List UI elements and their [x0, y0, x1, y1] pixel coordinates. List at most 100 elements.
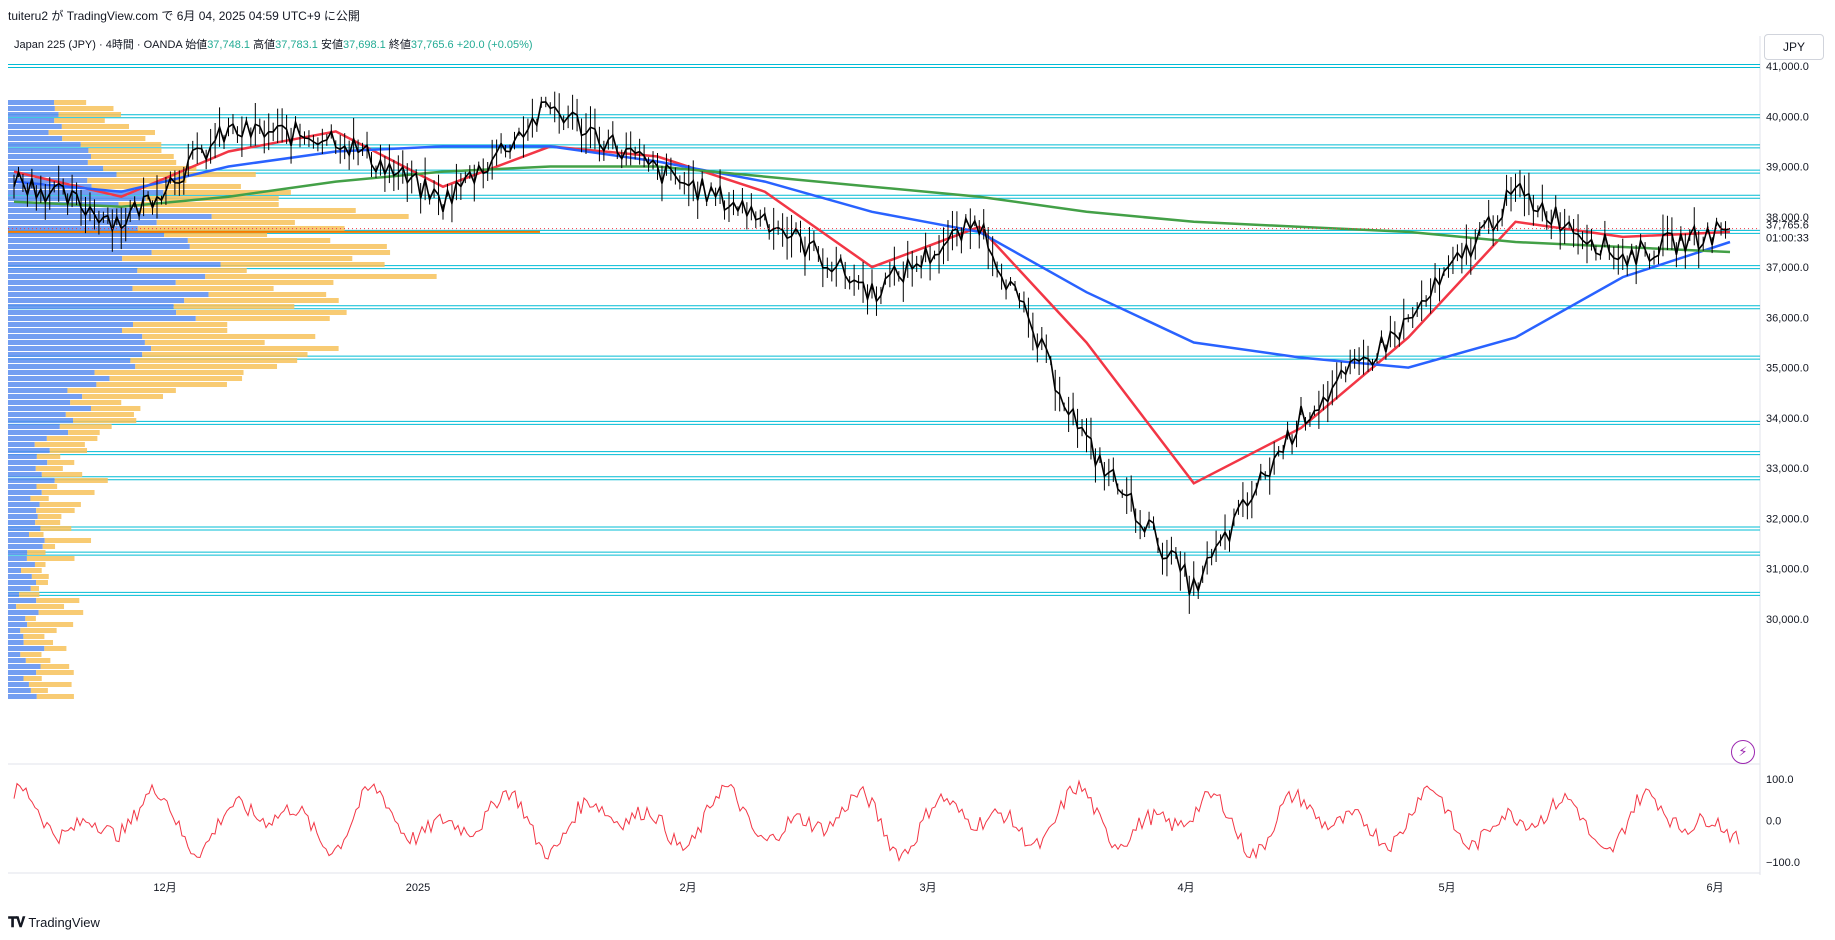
- moving-average-line-3: [13, 165, 1731, 254]
- volume-profile-bar: [90, 154, 174, 159]
- volume-profile-bar: [47, 460, 75, 465]
- volume-profile-bar: [8, 454, 37, 459]
- volume-profile-bar: [137, 268, 247, 273]
- time-tick-label: 2025: [406, 882, 430, 894]
- volume-profile-bar: [8, 670, 37, 675]
- volume-profile-bar: [130, 358, 298, 363]
- volume-profile-bar: [8, 430, 69, 435]
- volume-profile-bar: [8, 610, 39, 615]
- volume-profile-bar: [8, 526, 41, 531]
- lightning-icon[interactable]: ⚡: [1731, 740, 1755, 764]
- volume-profile-bar: [67, 388, 176, 393]
- volume-profile: [8, 100, 437, 699]
- time-tick-label: 6月: [1706, 882, 1723, 894]
- volume-profile-bar: [8, 238, 188, 243]
- volume-profile-bar: [73, 418, 137, 423]
- volume-profile-bar: [8, 424, 60, 429]
- volume-profile-bar: [8, 262, 221, 267]
- volume-profile-bar: [40, 526, 72, 531]
- volume-profile-bar: [28, 682, 72, 687]
- volume-profile-bar: [29, 532, 44, 537]
- volume-profile-bar: [8, 496, 31, 501]
- volume-profile-bar: [8, 130, 49, 135]
- volume-profile-bar: [8, 490, 42, 495]
- volume-profile-bar: [58, 112, 122, 117]
- close-label: 終値: [388, 39, 411, 51]
- volume-profile-bar: [156, 220, 295, 225]
- volume-profile-bar: [41, 472, 83, 477]
- volume-profile-bar: [8, 112, 59, 117]
- volume-profile-bar: [8, 382, 97, 387]
- volume-profile-bar: [8, 322, 133, 327]
- high-label: 高値: [253, 39, 276, 51]
- volume-profile-bar: [20, 628, 57, 633]
- volume-profile-bar: [38, 610, 84, 615]
- volume-profile-bar: [31, 574, 49, 579]
- volume-profile-bar: [8, 286, 133, 291]
- time-tick-label: 2月: [679, 882, 696, 894]
- volume-profile-bar: [142, 352, 308, 357]
- volume-profile-bar: [208, 292, 327, 297]
- volume-profile-bar: [8, 292, 209, 297]
- volume-profile-bar: [8, 418, 74, 423]
- volume-profile-bar: [90, 406, 141, 411]
- volume-profile-bar: [137, 226, 345, 231]
- volume-profile-bar: [8, 568, 22, 573]
- volume-profile-bar: [8, 460, 48, 465]
- volume-profile-bar: [109, 376, 243, 381]
- volume-profile-bar: [62, 136, 146, 141]
- volume-profile-bar: [8, 310, 177, 315]
- volume-profile-bar: [30, 496, 49, 501]
- volume-profile-bar: [8, 214, 212, 219]
- volume-profile-bar: [8, 562, 35, 567]
- volume-profile-bar: [176, 310, 347, 315]
- volume-profile-bar: [211, 214, 409, 219]
- volume-profile-bar: [184, 298, 339, 303]
- price-tick-label: 34,000.0: [1766, 413, 1809, 425]
- volume-profile-bar: [35, 466, 63, 471]
- time-tick-label: 5月: [1438, 882, 1455, 894]
- volume-profile-bar: [8, 166, 104, 171]
- price-tick-label: 32,000.0: [1766, 513, 1809, 525]
- volume-profile-bar: [142, 334, 316, 339]
- volume-profile-bar: [34, 562, 46, 567]
- volume-profile-bar: [80, 142, 162, 147]
- volume-profile-bar: [8, 574, 32, 579]
- volume-profile-bar: [8, 646, 45, 651]
- volume-profile-bar: [144, 340, 265, 345]
- volume-profile-bar: [8, 268, 138, 273]
- volume-profile-bar: [27, 550, 46, 555]
- currency-button[interactable]: JPY: [1764, 34, 1824, 60]
- volume-profile-bar: [8, 370, 95, 375]
- volume-profile-bar: [25, 658, 51, 663]
- volume-profile-bar: [8, 334, 143, 339]
- volume-profile-bar: [8, 232, 165, 237]
- volume-profile-bar: [8, 388, 68, 393]
- volume-profile-bar: [54, 106, 114, 111]
- volume-profile-bar: [54, 100, 87, 105]
- volume-profile-bar: [8, 640, 24, 645]
- volume-profile-bar: [36, 670, 74, 675]
- volume-profile-bar: [8, 250, 152, 255]
- volume-profile-bar: [8, 256, 123, 261]
- volume-profile-bar: [36, 454, 61, 459]
- volume-profile-bar: [87, 160, 177, 165]
- open-value: 37,748.1: [207, 39, 251, 51]
- volume-profile-bar: [132, 286, 274, 291]
- price-tick-label: 40,000.0: [1766, 111, 1809, 123]
- price-chart[interactable]: 41,000.0 40,000.0 39,000.0 38,000.0 37,000.0…: [0, 0, 1835, 910]
- last-price-label: 37,765.6: [1766, 220, 1809, 232]
- time-tick-label: 12月: [153, 882, 176, 894]
- volume-profile-bar: [37, 514, 62, 519]
- volume-profile-bar: [8, 688, 31, 693]
- tradingview-logo-icon: 𝐓𝐕: [8, 914, 25, 930]
- high-value: 37,783.1: [275, 39, 318, 51]
- volume-profile-bar: [8, 244, 190, 249]
- oscillator-line: [13, 779, 1740, 863]
- volume-profile-bar: [163, 190, 291, 195]
- volume-profile-bar: [151, 250, 391, 255]
- volume-profile-bar: [140, 208, 356, 213]
- volume-profile-bar: [44, 646, 67, 651]
- volume-profile-bar: [61, 124, 130, 129]
- volume-profile-bar: [8, 478, 55, 483]
